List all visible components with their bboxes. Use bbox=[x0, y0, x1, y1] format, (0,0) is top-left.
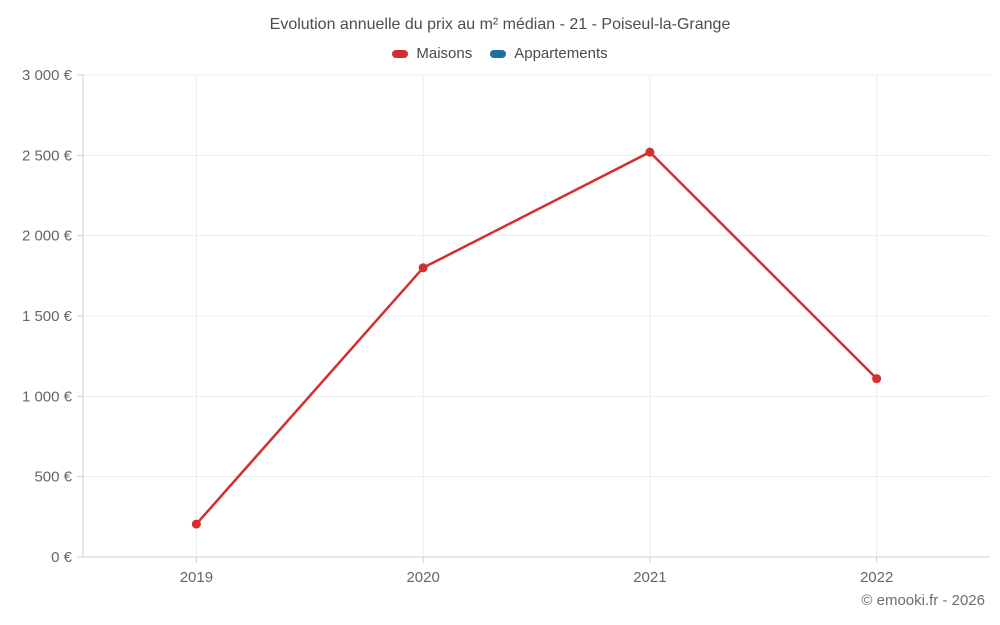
y-tick-label: 2 000 € bbox=[22, 228, 73, 245]
y-tick-label: 1 500 € bbox=[22, 308, 73, 325]
x-tick-label: 2020 bbox=[406, 569, 439, 586]
y-tick-label: 0 € bbox=[51, 549, 73, 566]
data-point-maisons-2022[interactable] bbox=[872, 374, 882, 384]
series-line-maisons bbox=[195, 150, 878, 526]
legend-label-appartements: Appartements bbox=[514, 45, 608, 62]
y-tick-label: 500 € bbox=[34, 469, 72, 486]
legend: Maisons Appartements bbox=[0, 45, 1000, 62]
legend-item-maisons[interactable]: Maisons bbox=[392, 45, 472, 62]
x-tick-label: 2019 bbox=[180, 569, 213, 586]
chart-title: Evolution annuelle du prix au m² médian … bbox=[269, 16, 731, 33]
y-tick-label: 1 000 € bbox=[22, 388, 73, 405]
legend-item-appartements[interactable]: Appartements bbox=[490, 45, 608, 62]
appartements-swatch-icon bbox=[490, 49, 507, 58]
maisons-swatch-icon bbox=[392, 49, 409, 58]
data-point-maisons-2020[interactable] bbox=[418, 263, 428, 273]
y-tick-label: 3 000 € bbox=[22, 67, 73, 84]
copyright-text: © emooki.fr - 2026 bbox=[861, 592, 985, 609]
x-tick-label: 2021 bbox=[633, 569, 666, 586]
data-point-maisons-2019[interactable] bbox=[191, 519, 201, 529]
legend-label-maisons: Maisons bbox=[416, 45, 473, 62]
data-point-maisons-2021[interactable] bbox=[645, 147, 655, 157]
y-tick-label: 2 500 € bbox=[22, 147, 73, 164]
x-tick-label: 2022 bbox=[860, 569, 893, 586]
